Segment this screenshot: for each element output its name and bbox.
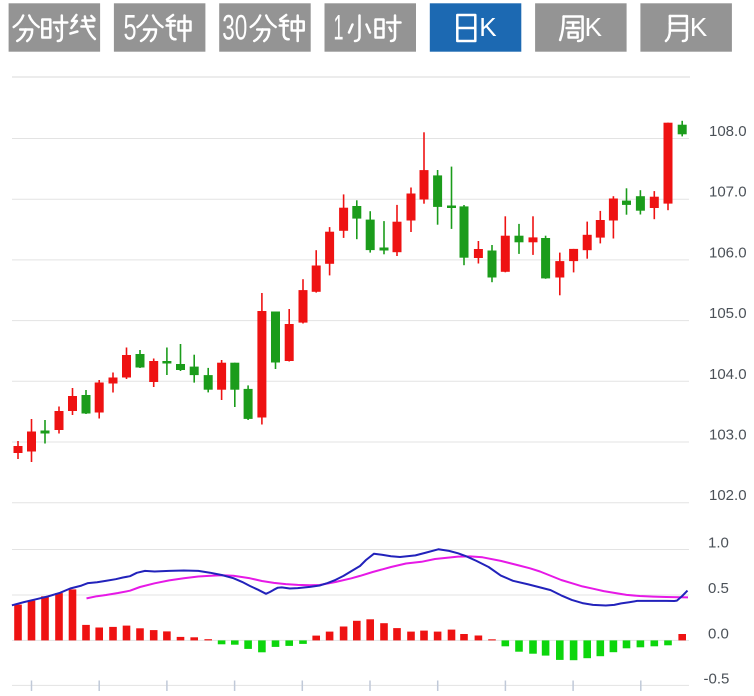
svg-text:1: 1 [334,8,344,47]
svg-text:1.0: 1.0 [708,535,729,552]
svg-text:-0.5: -0.5 [704,670,730,687]
svg-text:30: 30 [222,8,247,47]
svg-text:K: K [479,12,497,42]
svg-text:K: K [690,12,708,42]
svg-text:107.0: 107.0 [709,184,747,201]
svg-text:106.0: 106.0 [709,244,747,261]
svg-text:K: K [585,12,603,42]
svg-text:0.0: 0.0 [708,625,729,642]
svg-text:108.0: 108.0 [709,123,747,140]
svg-text:5: 5 [124,8,137,47]
svg-text:104.0: 104.0 [709,366,747,383]
svg-text:102.0: 102.0 [709,487,747,504]
svg-text:0.5: 0.5 [708,580,729,597]
svg-text:103.0: 103.0 [709,427,747,444]
svg-text:105.0: 105.0 [709,305,747,322]
